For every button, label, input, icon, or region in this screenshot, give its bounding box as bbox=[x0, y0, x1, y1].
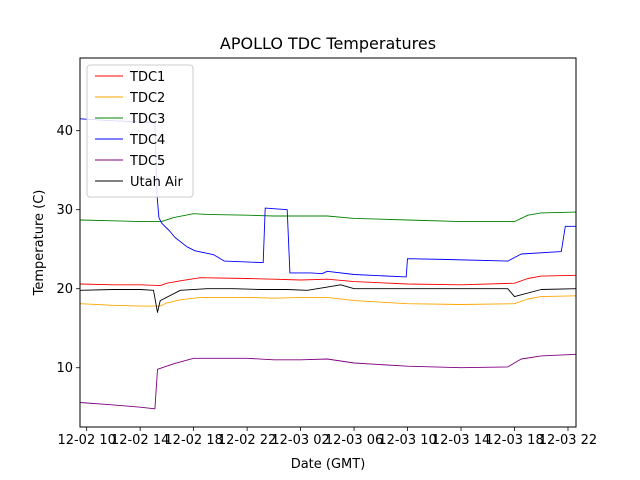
y-axis: 10 20 30 40 bbox=[56, 124, 80, 376]
series-line-tdc2 bbox=[80, 295, 576, 307]
legend: TDC1 TDC2 TDC3 TDC4 TDC5 Utah Air bbox=[86, 64, 194, 198]
legend-label-tdc3: TDC3 bbox=[129, 112, 165, 127]
y-axis-label: Temperature (C) bbox=[32, 190, 47, 297]
legend-label-tdc5: TDC5 bbox=[129, 154, 165, 169]
x-tick-label: 12-02 14 bbox=[111, 433, 169, 448]
plot-frame bbox=[79, 57, 577, 428]
x-axis-label: Date (GMT) bbox=[291, 457, 366, 472]
series-layer bbox=[80, 118, 576, 410]
x-tick-label: 12-03 14 bbox=[432, 433, 490, 448]
x-tick-label: 12-02 22 bbox=[218, 433, 276, 448]
legend-label-utah-air: Utah Air bbox=[130, 175, 183, 190]
y-tick-label: 30 bbox=[56, 203, 73, 218]
x-tick-label: 12-03 22 bbox=[539, 433, 597, 448]
chart-title: APOLLO TDC Temperatures bbox=[220, 34, 436, 53]
series-line-utah-air bbox=[80, 284, 576, 313]
x-tick-label: 12-03 06 bbox=[325, 433, 383, 448]
x-tick-label: 12-02 18 bbox=[164, 433, 222, 448]
x-tick-label: 12-03 18 bbox=[485, 433, 543, 448]
y-tick-label: 20 bbox=[56, 282, 73, 297]
x-tick-label: 12-03 10 bbox=[378, 433, 436, 448]
series-line-tdc4 bbox=[80, 118, 576, 278]
legend-box bbox=[86, 64, 194, 198]
legend-label-tdc2: TDC2 bbox=[129, 91, 165, 106]
series-line-tdc5 bbox=[80, 353, 576, 410]
y-tick-label: 10 bbox=[56, 361, 73, 376]
x-tick-label: 12-02 10 bbox=[57, 433, 115, 448]
x-tick-label: 12-03 02 bbox=[271, 433, 329, 448]
legend-label-tdc4: TDC4 bbox=[129, 133, 165, 148]
legend-label-tdc1: TDC1 bbox=[129, 70, 165, 85]
y-tick-label: 40 bbox=[56, 124, 73, 139]
series-line-tdc1 bbox=[80, 274, 576, 287]
